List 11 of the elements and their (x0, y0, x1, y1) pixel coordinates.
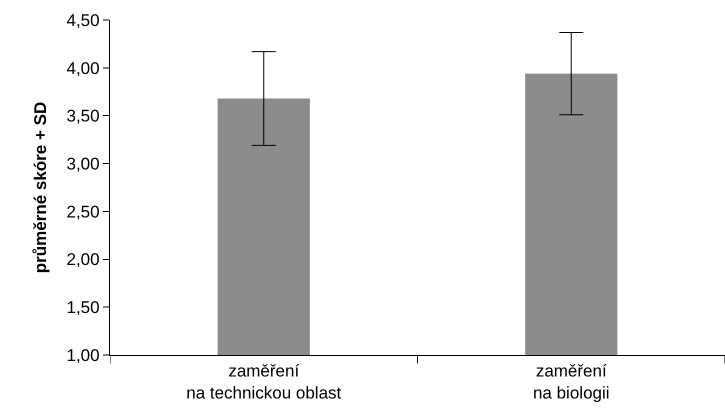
y-tick-label: 2,50 (66, 202, 100, 222)
x-tick-label: zaměření na technickou oblast (186, 361, 342, 402)
y-tick-label: 3,50 (66, 106, 100, 126)
y-tick-label: 4,50 (66, 10, 100, 30)
y-tick-label: 2,00 (66, 250, 100, 270)
y-tick-label: 3,00 (66, 154, 100, 174)
y-tick-label: 1,50 (66, 298, 100, 318)
y-tick-label: 1,00 (66, 346, 100, 365)
y-tick-label: 4,00 (66, 58, 100, 78)
y-axis-title: průměrné skóre + SD (31, 102, 50, 274)
x-tick-label: zaměření na biologii (532, 361, 610, 402)
